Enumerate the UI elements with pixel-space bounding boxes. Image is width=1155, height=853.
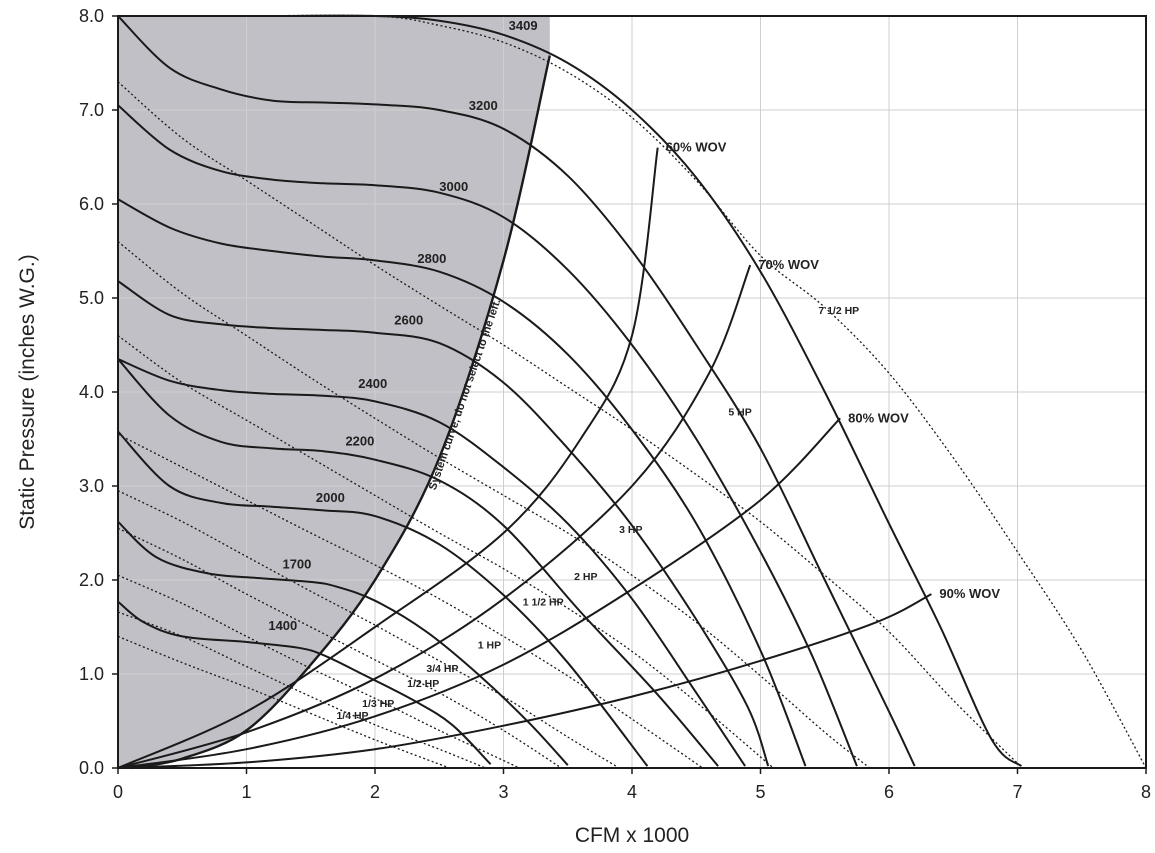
rpm-curve xyxy=(117,280,770,767)
rpm-label: 2400 xyxy=(358,376,387,391)
y-tick-label: 2.0 xyxy=(79,570,104,590)
rpm-label: 2200 xyxy=(345,434,374,449)
rpm-curve xyxy=(117,15,916,767)
y-axis-title: Static Pressure (inches W.G.) xyxy=(16,254,39,529)
rpm-label: 1400 xyxy=(268,618,297,633)
rpm-curve xyxy=(117,520,569,766)
y-tick-label: 1.0 xyxy=(79,664,104,684)
x-tick-label: 2 xyxy=(370,782,380,802)
x-tick-label: 1 xyxy=(241,782,251,802)
x-tick-label: 5 xyxy=(755,782,765,802)
rpm-curve xyxy=(117,198,807,767)
hp-line xyxy=(117,490,620,769)
hp-label: 1 1/2 HP xyxy=(523,596,564,608)
wov-lines-group xyxy=(117,147,932,769)
y-tick-label: 7.0 xyxy=(79,100,104,120)
wov-line xyxy=(117,593,932,769)
x-axis-title: CFM x 1000 xyxy=(575,824,689,847)
y-tick-label: 4.0 xyxy=(79,382,104,402)
x-tick-label: 8 xyxy=(1141,782,1151,802)
rpm-label: 3000 xyxy=(439,179,468,194)
wov-label: 70% WOV xyxy=(758,257,819,272)
rpm-curve xyxy=(117,358,719,767)
wov-line xyxy=(117,417,841,769)
hp-label: 7 1/2 HP xyxy=(818,305,859,317)
x-tick-label: 4 xyxy=(627,782,637,802)
wov-line xyxy=(117,147,659,769)
x-tick-label: 3 xyxy=(498,782,508,802)
wov-label: 90% WOV xyxy=(939,586,1000,601)
tick-labels-group: 0 1 2 3 4 5 6 7 8 0.0 1.0 2.0 3.0 4.0 5.0 6.0 7.0 8.0 xyxy=(79,6,1151,802)
x-tick-label: 6 xyxy=(884,782,894,802)
rpm-label: 3200 xyxy=(469,98,498,113)
hp-label: 2 HP xyxy=(574,571,597,583)
rpm-label: 3409 xyxy=(509,18,538,33)
rpm-curve xyxy=(117,358,746,767)
rpm-label: 1700 xyxy=(282,557,311,572)
hp-label: 3/4 HP xyxy=(426,663,458,675)
hp-line xyxy=(117,241,871,769)
rpm-curves-group xyxy=(117,14,1023,767)
hp-label: 1 HP xyxy=(478,640,501,652)
x-tick-label: 0 xyxy=(113,782,123,802)
system-curve-group xyxy=(130,55,551,770)
hp-label: 5 HP xyxy=(728,407,751,419)
rpm-curve xyxy=(117,600,492,765)
hp-label: 1/3 HP xyxy=(362,698,394,710)
y-tick-label: 3.0 xyxy=(79,476,104,496)
y-tick-label: 6.0 xyxy=(79,194,104,214)
y-tick-label: 8.0 xyxy=(79,6,104,26)
hp-label: 1/2 HP xyxy=(407,678,439,690)
x-tick-label: 7 xyxy=(1012,782,1022,802)
hp-label: 3 HP xyxy=(619,524,642,536)
rpm-label: 2800 xyxy=(417,251,446,266)
rpm-label: 2000 xyxy=(316,490,345,505)
y-tick-label: 0.0 xyxy=(79,758,104,778)
hp-label: 1/4 HP xyxy=(336,710,368,722)
hp-line xyxy=(117,433,704,769)
wov-label: 60% WOV xyxy=(666,140,727,155)
rpm-curve xyxy=(117,104,858,767)
rpm-label: 2600 xyxy=(394,312,423,327)
system-curve xyxy=(130,55,551,770)
hp-line xyxy=(117,335,774,769)
wov-label: 80% WOV xyxy=(848,410,909,425)
y-tick-label: 5.0 xyxy=(79,288,104,308)
wov-line xyxy=(117,264,752,769)
rpm-curve xyxy=(117,430,649,767)
